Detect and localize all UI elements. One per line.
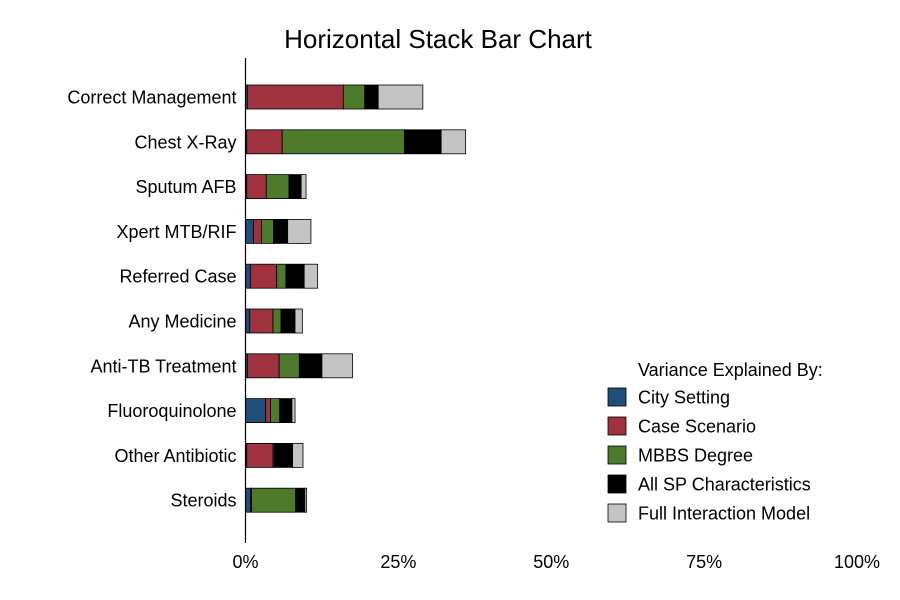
bar-segment-correct-management-case-scenario — [246, 84, 344, 110]
x-tick-label: 25% — [380, 552, 416, 572]
bars-layer — [245, 84, 467, 513]
legend-item-city-setting: City Setting — [607, 387, 730, 408]
bar-segment-sputum-afb-all-sp-characteristics — [288, 174, 302, 200]
bar-segment-chest-x-ray-full-interaction-model — [440, 129, 467, 155]
bar-segment-xpert-mtb-rif-all-sp-characteristics — [273, 218, 289, 244]
x-tick-label: 0% — [232, 552, 258, 572]
bar-segment-sputum-afb-case-scenario — [246, 174, 267, 200]
category-label: Anti-TB Treatment — [90, 356, 236, 376]
bar-segment-referred-case-case-scenario — [249, 263, 278, 289]
bar-segment-fluoroquinolone-city-setting — [245, 398, 267, 424]
legend-label: MBBS Degree — [638, 446, 753, 466]
bar-segment-any-medicine-full-interaction-model — [294, 308, 303, 334]
legend-title: Variance Explained By: — [638, 360, 823, 380]
category-label: Other Antibiotic — [114, 446, 236, 466]
x-tick-label: 100% — [834, 552, 880, 572]
bar-segment-xpert-mtb-rif-case-scenario — [253, 218, 262, 244]
bar-segment-steroids-full-interaction-model — [304, 487, 308, 513]
bar-segment-any-medicine-mbbs-degree — [272, 308, 282, 334]
bar-segment-xpert-mtb-rif-mbbs-degree — [260, 218, 275, 244]
bar-group-xpert-mtb-rif — [245, 218, 312, 244]
category-label: Fluoroquinolone — [107, 401, 236, 421]
bar-segment-correct-management-mbbs-degree — [342, 84, 366, 110]
bar-segment-other-antibiotic-case-scenario — [246, 442, 274, 468]
bar-segment-correct-management-all-sp-characteristics — [364, 84, 379, 110]
bar-group-sputum-afb — [245, 174, 307, 200]
bar-segment-chest-x-ray-all-sp-characteristics — [404, 129, 442, 155]
bar-segment-fluoroquinolone-case-scenario — [265, 398, 271, 424]
legend-swatch — [607, 387, 627, 407]
bar-segment-any-medicine-all-sp-characteristics — [280, 308, 296, 334]
bar-group-steroids — [245, 487, 308, 513]
legend-label: City Setting — [638, 388, 730, 408]
bar-segment-referred-case-full-interaction-model — [303, 263, 319, 289]
bar-segment-anti-tb-treatment-mbbs-degree — [278, 353, 300, 379]
bar-segment-other-antibiotic-all-sp-characteristics — [273, 442, 293, 468]
chart-title: Horizontal Stack Bar Chart — [284, 24, 593, 54]
bar-segment-anti-tb-treatment-case-scenario — [246, 353, 280, 379]
legend-swatch — [607, 474, 627, 494]
bar-segment-chest-x-ray-case-scenario — [246, 129, 283, 155]
bar-segment-fluoroquinolone-mbbs-degree — [270, 398, 281, 424]
category-label: Chest X-Ray — [134, 132, 236, 152]
legend-item-full-interaction-model: Full Interaction Model — [607, 503, 810, 524]
legend-label: Case Scenario — [638, 417, 756, 437]
bar-segment-chest-x-ray-mbbs-degree — [281, 129, 405, 155]
legend-swatch — [607, 416, 627, 436]
legend-swatch — [607, 503, 627, 523]
category-label: Referred Case — [119, 267, 236, 287]
legend-label: All SP Characteristics — [638, 475, 811, 495]
bar-group-any-medicine — [245, 308, 303, 334]
bar-segment-steroids-mbbs-degree — [251, 487, 297, 513]
bar-segment-sputum-afb-mbbs-degree — [265, 174, 290, 200]
bar-group-anti-tb-treatment — [245, 353, 353, 379]
legend-item-all-sp-characteristics: All SP Characteristics — [607, 474, 811, 495]
legend-swatch — [607, 445, 627, 465]
bar-segment-any-medicine-case-scenario — [249, 308, 274, 334]
bar-segment-sputum-afb-full-interaction-model — [300, 174, 307, 200]
category-label: Sputum AFB — [135, 177, 236, 197]
bar-group-correct-management — [245, 84, 424, 110]
category-label: Xpert MTB/RIF — [116, 222, 236, 242]
bar-segment-fluoroquinolone-full-interaction-model — [291, 398, 296, 424]
legend-item-case-scenario: Case Scenario — [607, 416, 756, 437]
x-tick-label: 50% — [533, 552, 569, 572]
bar-segment-steroids-all-sp-characteristics — [295, 487, 306, 513]
bar-segment-referred-case-all-sp-characteristics — [285, 263, 305, 289]
axes-layer: Correct Management Chest X-Ray Sputum AFB X… — [67, 58, 880, 572]
x-tick-label: 75% — [686, 552, 722, 572]
bar-group-other-antibiotic — [245, 442, 304, 468]
bar-segment-xpert-mtb-rif-full-interaction-model — [287, 218, 312, 244]
bar-segment-anti-tb-treatment-full-interaction-model — [321, 353, 353, 379]
bar-segment-xpert-mtb-rif-city-setting — [245, 218, 254, 244]
bar-group-chest-x-ray — [245, 129, 467, 155]
bar-segment-fluoroquinolone-all-sp-characteristics — [279, 398, 293, 424]
bar-segment-referred-case-mbbs-degree — [276, 263, 287, 289]
bar-group-referred-case — [245, 263, 319, 289]
bar-segment-steroids-city-setting — [245, 487, 251, 513]
bar-group-fluoroquinolone — [245, 398, 296, 424]
legend: Variance Explained By: City Setting Case S… — [607, 360, 823, 524]
bar-segment-referred-case-city-setting — [245, 263, 251, 289]
category-label: Correct Management — [67, 88, 236, 108]
bar-segment-anti-tb-treatment-all-sp-characteristics — [298, 353, 323, 379]
legend-item-mbbs-degree: MBBS Degree — [607, 445, 753, 466]
bar-segment-other-antibiotic-full-interaction-model — [292, 442, 304, 468]
category-label: Steroids — [170, 491, 236, 511]
bar-segment-any-medicine-city-setting — [245, 308, 251, 334]
legend-label: Full Interaction Model — [638, 504, 810, 524]
category-label: Any Medicine — [128, 312, 236, 332]
bar-segment-correct-management-full-interaction-model — [377, 84, 424, 110]
